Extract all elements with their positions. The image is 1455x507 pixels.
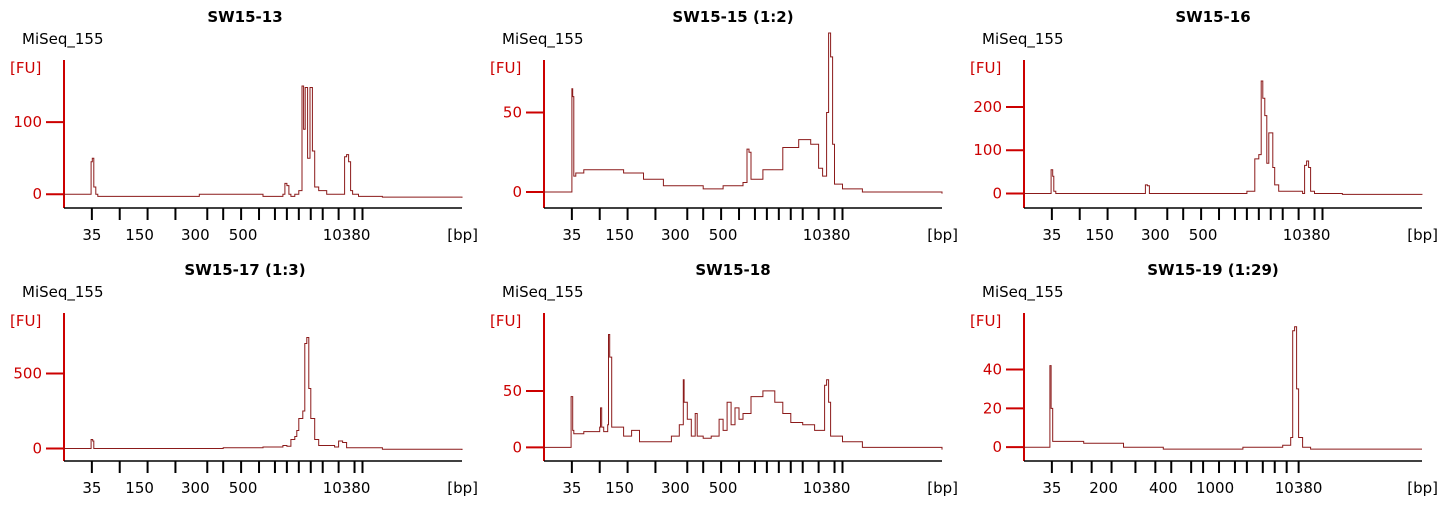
x-tick-label: 500: [709, 479, 738, 497]
x-tick-label: 150: [125, 479, 154, 497]
x-tick-label: 500: [229, 479, 258, 497]
chart-panel-6: SW15-19 (1:29) MiSeq_155 [FU] [bp] 0 20 40 35 20…: [960, 253, 1441, 506]
x-tick-label: 1000: [1196, 479, 1234, 497]
y-axis-unit: [FU]: [490, 59, 521, 77]
x-tick-label: 200: [1089, 479, 1118, 497]
x-tick-label: 10380: [323, 479, 371, 497]
chart-panel-5: SW15-18 MiSeq_155 [FU] [bp] 0 50 35 150 300 500 10…: [480, 253, 961, 506]
x-axis-unit: [bp]: [927, 479, 958, 497]
x-axis-unit: [bp]: [927, 226, 958, 244]
trace-line: [64, 85, 463, 198]
y-tick-label: 20: [983, 399, 1002, 417]
x-tick-label: 500: [229, 226, 258, 244]
x-tick-label: 150: [1085, 226, 1114, 244]
trace-line: [544, 32, 943, 194]
x-tick-label: 10380: [1283, 226, 1331, 244]
y-axis-unit: [FU]: [970, 59, 1001, 77]
chart-panel-3: SW15-16 MiSeq_155 [FU] [bp] 0 100 200 35 150 300 5…: [960, 0, 1441, 253]
chart-svg: SW15-16 MiSeq_155 [FU] [bp] 0 100 200 35 150 300 5…: [970, 8, 1438, 244]
x-tick-label: 35: [562, 479, 581, 497]
x-tick-label: 400: [1149, 479, 1178, 497]
y-tick-label: 40: [983, 361, 1002, 379]
x-tick-label: 10380: [803, 226, 851, 244]
run-label: MiSeq_155: [22, 283, 104, 302]
chart-title: SW15-18: [695, 261, 770, 279]
trace-line: [1024, 80, 1423, 195]
y-tick-label: 0: [512, 438, 522, 456]
chart-title: SW15-17 (1:3): [184, 261, 305, 279]
chart-svg: SW15-15 (1:2) MiSeq_155 [FU] [bp] 0 50 35 150 30…: [490, 8, 958, 244]
chart-svg: SW15-13 MiSeq_155 [FU] [bp] 0 100 35 150 300 500 1…: [10, 8, 478, 244]
chart-svg: SW15-17 (1:3) MiSeq_155 [FU] [bp] 0 500 35 150 3…: [10, 261, 478, 497]
y-tick-label: 200: [973, 98, 1002, 116]
y-axis-unit: [FU]: [10, 59, 41, 77]
run-label: MiSeq_155: [502, 30, 584, 49]
chart-panel-1: SW15-13 MiSeq_155 [FU] [bp] 0 100 35 150 300 500 1…: [0, 0, 481, 253]
x-tick-label: 35: [562, 226, 581, 244]
y-tick-label: 50: [503, 382, 522, 400]
run-label: MiSeq_155: [502, 283, 584, 302]
x-tick-label: 35: [1042, 479, 1061, 497]
y-axis-unit: [FU]: [10, 312, 41, 330]
y-axis-unit: [FU]: [970, 312, 1001, 330]
chart-title: SW15-15 (1:2): [672, 8, 793, 26]
x-tick-label: 300: [181, 479, 210, 497]
y-axis-unit: [FU]: [490, 312, 521, 330]
y-tick-label: 100: [13, 113, 42, 131]
x-tick-label: 150: [125, 226, 154, 244]
trace-line: [64, 337, 463, 450]
chart-svg: SW15-19 (1:29) MiSeq_155 [FU] [bp] 0 20 40 35 20…: [970, 261, 1438, 497]
x-tick-label: 150: [605, 479, 634, 497]
y-tick-label: 50: [503, 104, 522, 122]
chart-svg: SW15-18 MiSeq_155 [FU] [bp] 0 50 35 150 300 500 10…: [490, 261, 958, 497]
x-tick-label: 300: [181, 226, 210, 244]
x-tick-label: 150: [605, 226, 634, 244]
y-tick-label: 0: [32, 185, 42, 203]
chart-title: SW15-16: [1175, 8, 1250, 26]
y-tick-label: 0: [32, 440, 42, 458]
x-axis-unit: [bp]: [447, 479, 478, 497]
x-tick-label: 500: [1189, 226, 1218, 244]
y-tick-label: 0: [512, 183, 522, 201]
chart-panel-2: SW15-15 (1:2) MiSeq_155 [FU] [bp] 0 50 35 150 30…: [480, 0, 961, 253]
trace-line: [544, 334, 943, 450]
trace-line: [1024, 326, 1422, 450]
run-label: MiSeq_155: [982, 283, 1064, 302]
x-axis-unit: [bp]: [447, 226, 478, 244]
x-tick-label: 35: [82, 479, 101, 497]
run-label: MiSeq_155: [22, 30, 104, 49]
x-tick-label: 10380: [1275, 479, 1323, 497]
x-tick-label: 300: [661, 479, 690, 497]
x-axis-unit: [bp]: [1407, 479, 1438, 497]
x-tick-label: 35: [82, 226, 101, 244]
y-tick-label: 100: [973, 141, 1002, 159]
x-tick-label: 300: [661, 226, 690, 244]
y-tick-label: 0: [992, 185, 1002, 203]
chart-title: SW15-19 (1:29): [1147, 261, 1279, 279]
x-tick-label: 10380: [803, 479, 851, 497]
y-tick-label: 500: [13, 365, 42, 383]
x-tick-label: 35: [1042, 226, 1061, 244]
chart-title: SW15-13: [207, 8, 282, 26]
run-label: MiSeq_155: [982, 30, 1064, 49]
x-axis-unit: [bp]: [1407, 226, 1438, 244]
x-tick-label: 500: [709, 226, 738, 244]
y-tick-label: 0: [992, 438, 1002, 456]
x-tick-label: 10380: [323, 226, 371, 244]
x-tick-label: 300: [1141, 226, 1170, 244]
chart-panel-4: SW15-17 (1:3) MiSeq_155 [FU] [bp] 0 500 35 150 3…: [0, 253, 481, 506]
